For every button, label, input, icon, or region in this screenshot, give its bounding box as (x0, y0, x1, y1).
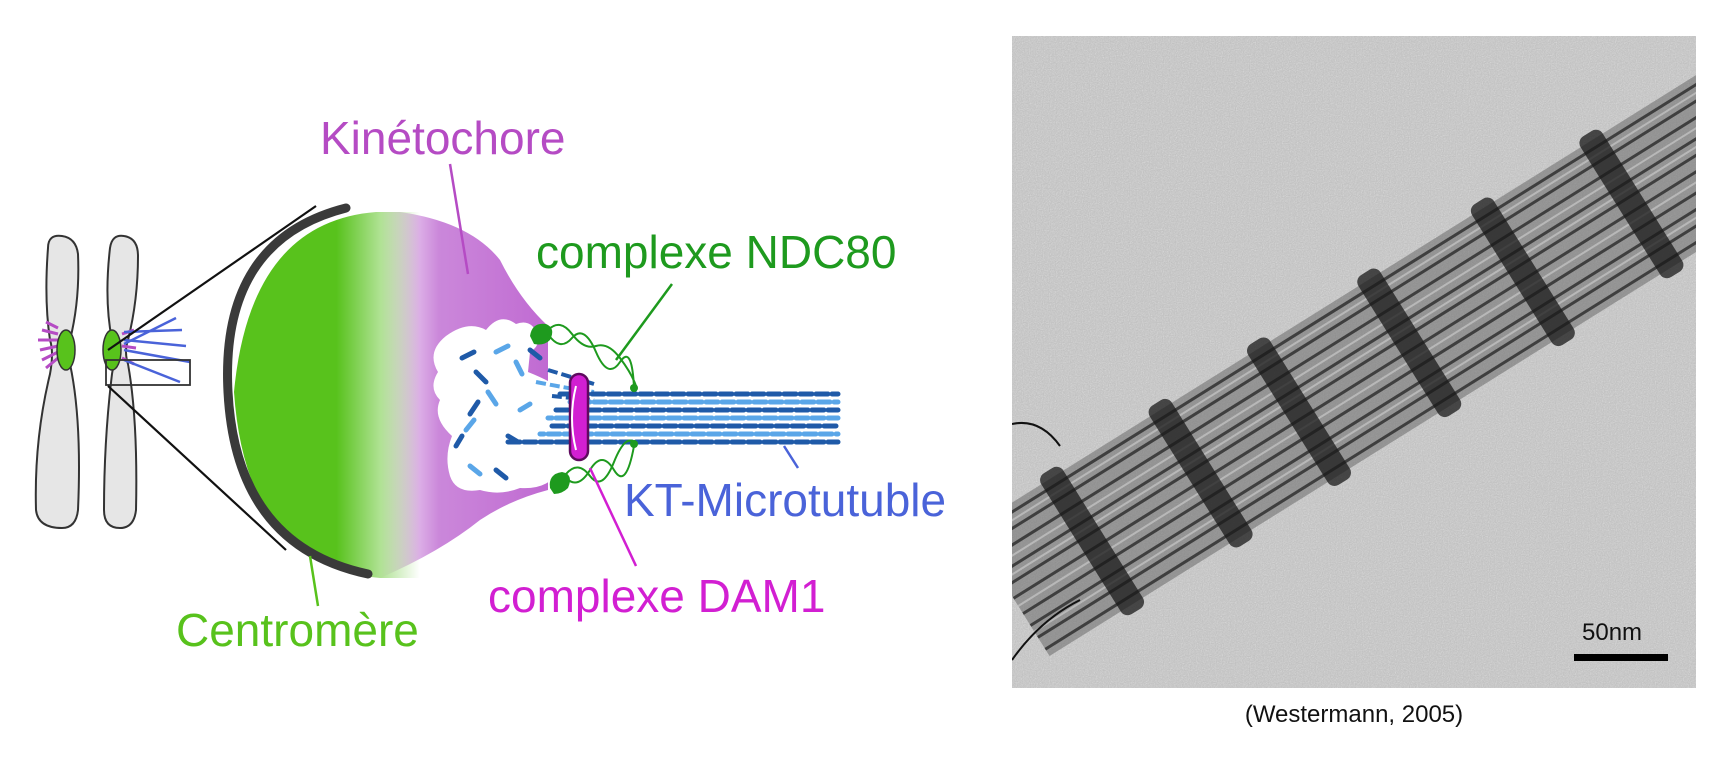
chromosome-centromere-left (56, 329, 76, 371)
label-microtubule: KT-Microtutuble (624, 474, 946, 526)
label-ndc80: complexe NDC80 (536, 226, 896, 278)
chromosome-microtubules (123, 316, 191, 384)
leader-microtubule (782, 445, 800, 469)
dam1-ring (568, 372, 590, 462)
leader-dam1 (588, 467, 638, 567)
kinetochore-zoom (223, 203, 841, 579)
ndc80-head-top (530, 323, 553, 345)
scale-bar (1574, 654, 1668, 661)
centromere-disc (234, 212, 420, 578)
scale-bar-label: 50nm (1582, 619, 1642, 646)
leader-ndc80 (614, 283, 674, 361)
tubulin-fragments (453, 343, 543, 481)
ndc80-head-bottom (549, 472, 570, 494)
leader-centromere (308, 555, 320, 607)
label-centromere: Centromère (176, 604, 419, 656)
em-microtubules (1012, 73, 1696, 657)
label-dam1: complexe DAM1 (488, 570, 825, 622)
leader-kinetochore (448, 163, 470, 275)
chromosome (34, 234, 191, 530)
zoom-line-top (107, 205, 317, 351)
kt-microtubule (505, 391, 841, 445)
em-dam1-rings (1040, 129, 1684, 616)
electron-micrograph: 50nm (1012, 36, 1696, 688)
centromere-arc (223, 203, 373, 579)
chromatid-right (102, 234, 140, 530)
label-kinetochore: Kinétochore (320, 112, 566, 164)
chromatid-left (34, 234, 80, 530)
chromosome-kinetochore-left (38, 320, 59, 370)
micrograph-credit: (Westermann, 2005) (1245, 701, 1463, 728)
kinetochore-cavity (433, 319, 563, 493)
ndc80-complex (530, 323, 638, 494)
zoom-line-bottom (107, 385, 287, 551)
zoom-box (105, 359, 191, 386)
